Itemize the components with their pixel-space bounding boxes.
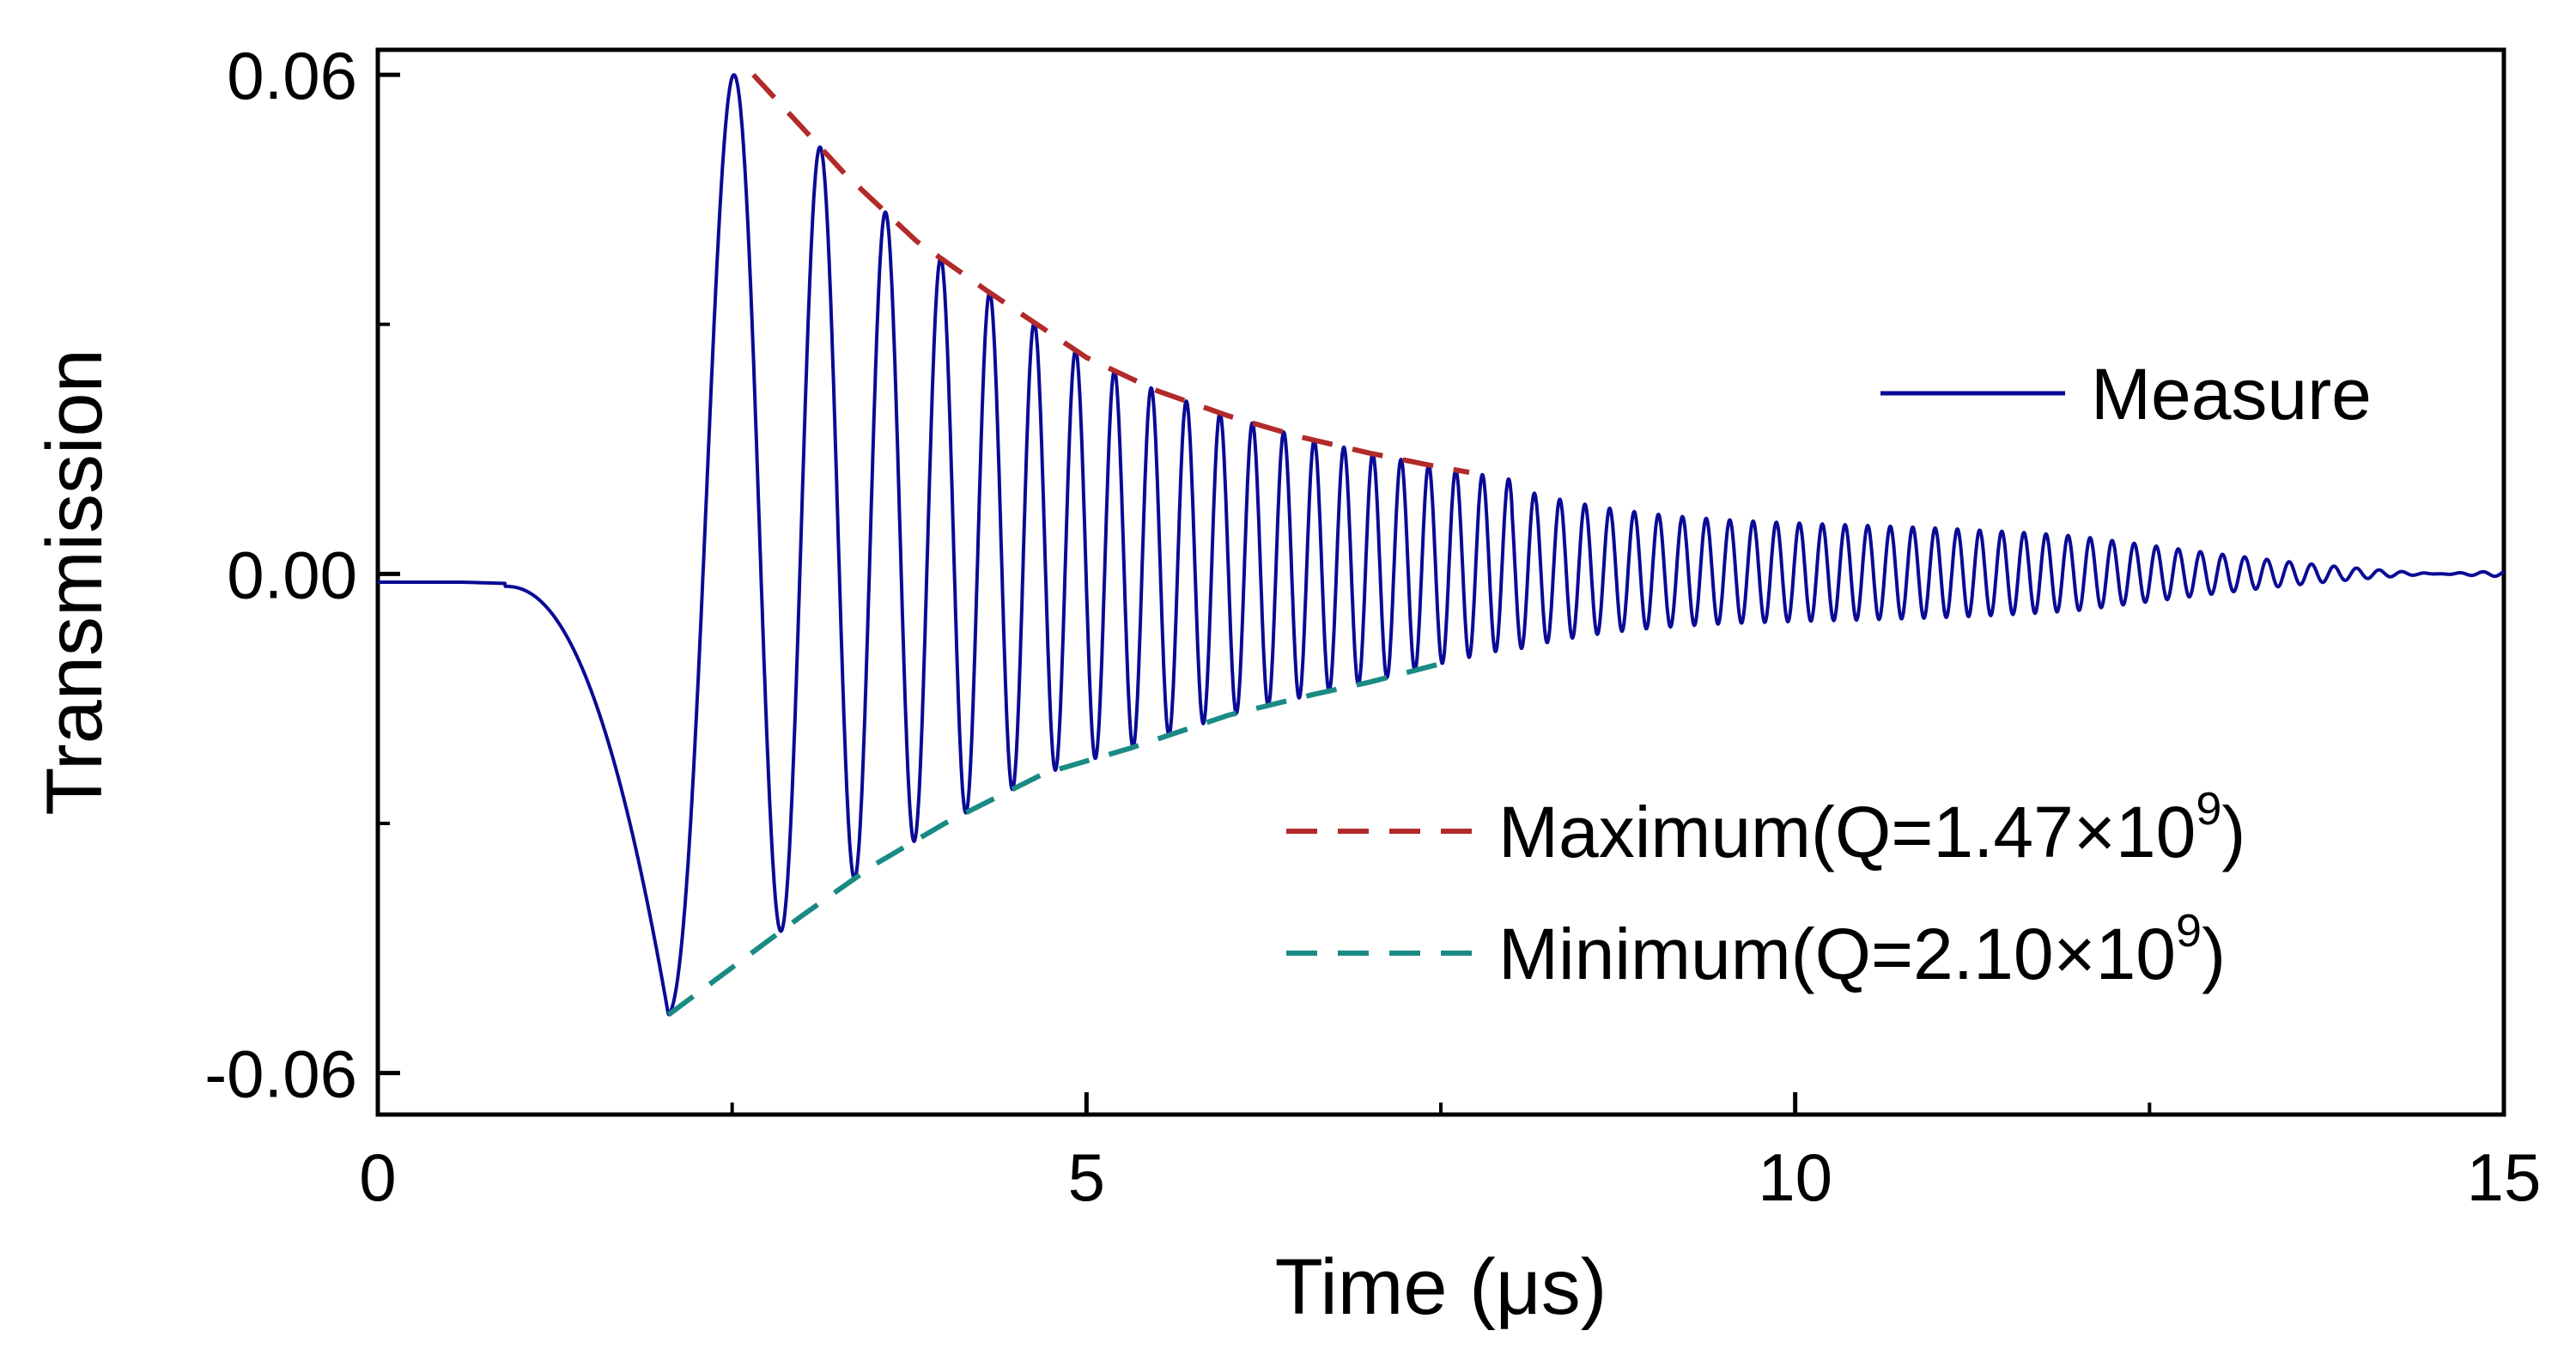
tick-marks — [375, 72, 2506, 1115]
x-tick-label-0: 0 — [359, 1139, 396, 1215]
legend-label-measure: Measure — [2091, 354, 2372, 434]
x-tick-label-2: 10 — [1758, 1139, 1832, 1215]
y-tick-label-0: -0.06 — [204, 1036, 357, 1112]
y-tick-label-2: 0.06 — [227, 38, 357, 113]
legend-label-minimum: Minimum(Q=2.10×109) — [1498, 905, 2226, 994]
series-line-maximum — [751, 73, 1470, 476]
tick-labels: 0 5 10 15 -0.06 0.00 0.06 — [204, 38, 2541, 1215]
x-tick-label-3: 15 — [2467, 1139, 2542, 1215]
y-tick-label-1: 0.00 — [227, 537, 357, 612]
y-axis-label: Transmission — [31, 349, 118, 816]
series-line-measure — [376, 73, 2506, 1017]
legend-measure: Measure — [1880, 354, 2372, 434]
x-axis-label: Time (μs) — [1275, 1243, 1607, 1331]
legend-label-maximum: Maximum(Q=1.47×109) — [1498, 783, 2245, 872]
legend-fits: Maximum(Q=1.47×109) Minimum(Q=2.10×109) — [1286, 783, 2245, 994]
x-tick-label-1: 5 — [1068, 1139, 1105, 1215]
series-line-minimum — [666, 660, 1442, 1018]
